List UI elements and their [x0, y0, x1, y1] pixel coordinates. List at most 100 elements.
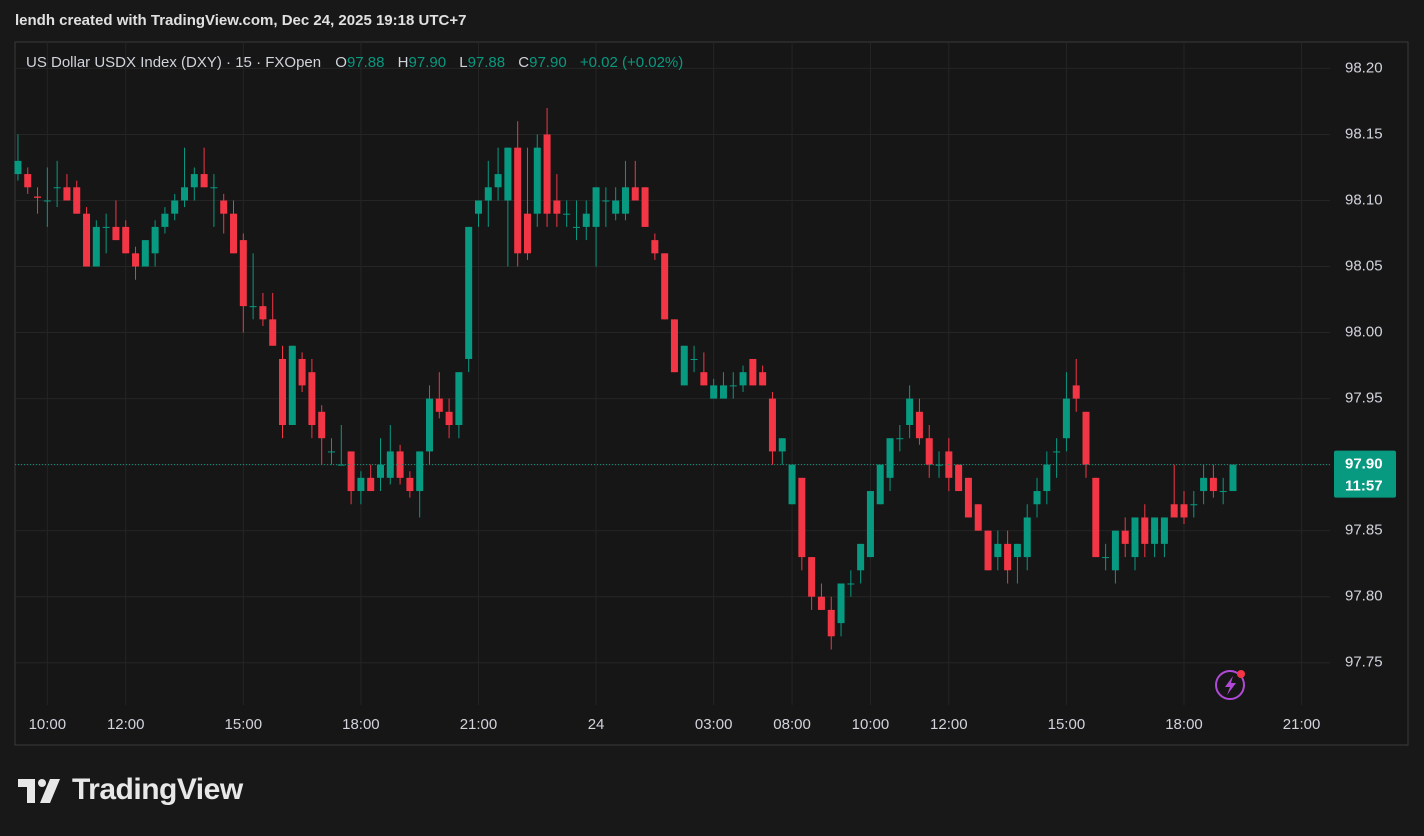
candle-body: [357, 477, 365, 492]
candle-body: [661, 253, 669, 320]
candle-body: [955, 464, 963, 492]
legend: US Dollar USDX Index (DXY) · 15 · FXOpen…: [26, 54, 692, 71]
countdown: 11:57: [1345, 478, 1383, 495]
candle-body: [651, 240, 659, 254]
candle-body: [14, 160, 22, 175]
candle-body: [857, 543, 865, 571]
candle-body: [396, 451, 404, 478]
candle-body: [367, 477, 375, 492]
candle-body: [465, 226, 473, 359]
candle-body: [808, 557, 816, 597]
o-label: O: [335, 54, 347, 71]
candle-body: [612, 200, 620, 214]
candle-body: [768, 398, 776, 452]
candle-body: [690, 358, 698, 360]
x-tick-label: 10:00: [852, 716, 890, 733]
candle-body: [171, 200, 179, 214]
candle-body: [670, 319, 678, 373]
candle-body: [553, 200, 561, 214]
candle-body: [92, 226, 100, 267]
candle-body: [964, 477, 972, 518]
candle-body: [406, 477, 414, 492]
y-tick-label: 98.20: [1345, 59, 1383, 76]
candle-body: [308, 372, 316, 426]
alert-icon[interactable]: [1215, 670, 1245, 700]
candle-body: [1062, 398, 1070, 439]
candle-body: [700, 372, 708, 386]
candle-body: [817, 596, 825, 610]
candle-body: [288, 345, 296, 426]
candle-body: [53, 187, 61, 189]
candle-body: [220, 200, 228, 214]
candle-body: [151, 226, 159, 254]
candle-body: [719, 385, 727, 399]
candle-body: [1190, 504, 1198, 506]
x-tick-label: 10:00: [29, 716, 67, 733]
y-tick-label: 97.85: [1345, 522, 1383, 539]
candle-body: [200, 174, 208, 188]
candle-body: [43, 200, 51, 202]
candle-body: [514, 147, 522, 254]
candle-body: [102, 226, 110, 228]
y-tick-label: 97.80: [1345, 588, 1383, 605]
l-label: L: [459, 54, 468, 71]
plot: 97.75 97.80 97.85 97.90 97.95 98.00 98.05 98.10…: [14, 42, 1383, 733]
candle-body: [1121, 530, 1129, 544]
alert-dot: [1237, 670, 1245, 678]
candle-body: [788, 464, 796, 505]
candle-body: [1082, 411, 1090, 465]
candle-body: [1043, 464, 1051, 492]
candle-body: [298, 358, 306, 386]
candle-body: [1072, 385, 1080, 399]
candle-body: [592, 187, 600, 227]
candle-body: [523, 213, 531, 254]
candle-body: [994, 543, 1002, 558]
candle-body: [484, 187, 492, 201]
candle-body: [112, 226, 120, 241]
change: +0.02 (+0.02%): [579, 54, 684, 71]
candle-body: [132, 253, 140, 267]
y-tick-label: 97.95: [1345, 390, 1383, 407]
candle-body: [1229, 464, 1237, 492]
candle-body: [318, 411, 326, 439]
candle-body: [83, 213, 91, 267]
candle-body: [494, 174, 502, 188]
y-tick-label: 98.15: [1345, 125, 1383, 142]
candle-body: [1092, 477, 1100, 558]
x-tick-label: 03:00: [695, 716, 733, 733]
candle-body: [337, 464, 345, 466]
candle-body: [1023, 517, 1031, 558]
candle-body: [778, 438, 786, 452]
candle-body: [1102, 557, 1110, 559]
candle-body: [925, 438, 933, 465]
candle-body: [739, 372, 747, 386]
x-tick-label: 21:00: [1283, 716, 1321, 733]
candle-body: [896, 438, 904, 440]
candle-body: [602, 200, 610, 202]
candle-body: [1053, 451, 1061, 453]
candle-body: [582, 213, 590, 227]
candle-body: [827, 609, 835, 637]
last-price-box: [1334, 450, 1396, 498]
y-tick-label: 98.00: [1345, 324, 1383, 341]
o-value: 97.88: [346, 54, 385, 71]
candle-body: [455, 372, 463, 426]
h-value: 97.90: [408, 54, 447, 71]
candle-body: [533, 147, 541, 214]
candle-body: [239, 240, 247, 307]
candle-body: [641, 187, 649, 227]
candle-body: [73, 187, 81, 214]
candle-body: [886, 438, 894, 478]
x-tick-label: 15:00: [1048, 716, 1086, 733]
c-label: C: [518, 54, 530, 71]
logo-mark: [18, 779, 60, 803]
x-tick-label: 12:00: [107, 716, 145, 733]
candle-body: [259, 306, 267, 320]
symbol: US Dollar USDX Index (DXY) · 15 · FXOpen: [26, 54, 322, 71]
candle-body: [1111, 530, 1119, 571]
candle-body: [984, 530, 992, 571]
candle-body: [915, 411, 923, 439]
candle-body: [1013, 543, 1021, 558]
candle-body: [63, 187, 71, 201]
